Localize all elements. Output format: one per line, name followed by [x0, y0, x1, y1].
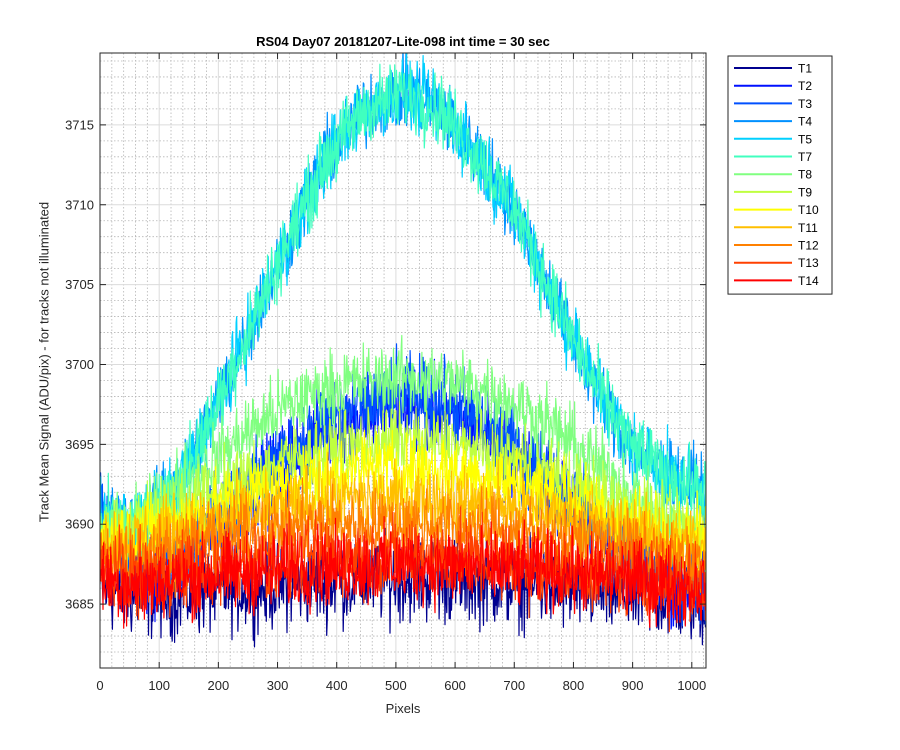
series-line-t14: [100, 516, 706, 629]
axes-box: [99, 52, 707, 669]
chart-title: RS04 Day07 20181207-Lite-098 int time = …: [256, 34, 550, 49]
x-tick-label: 200: [208, 678, 230, 693]
legend-label-t4: T4: [798, 115, 812, 129]
legend-label-t1: T1: [798, 62, 812, 76]
y-tick-label: 3695: [65, 437, 94, 452]
legend-label-t11: T11: [798, 221, 818, 235]
x-tick-label: 1000: [677, 678, 706, 693]
y-tick-label: 3715: [65, 117, 94, 132]
x-tick-label: 0: [96, 678, 103, 693]
y-axis-label: Track Mean Signal (ADU/pix) - for tracks…: [36, 201, 52, 523]
legend-label-t3: T3: [798, 97, 812, 111]
x-tick-label: 600: [444, 678, 466, 693]
legend-label-t13: T13: [798, 256, 819, 270]
legend-label-t10: T10: [798, 203, 819, 217]
y-tick-label: 3710: [65, 197, 94, 212]
legend-label-t8: T8: [798, 168, 812, 182]
x-tick-label: 800: [563, 678, 585, 693]
axes: 0 100 200 300 400 500 600 700 800 900 1000 3685 3690…: [65, 52, 707, 693]
y-tick-label: 3705: [65, 277, 94, 292]
legend-label-t12: T12: [798, 239, 819, 253]
legend[interactable]: T1 T2 T3 T4 T5 T7 T8 T9 T10 T11 T12 T13 T14: [727, 55, 833, 295]
series-line-t7: [100, 63, 706, 568]
series-lines: [100, 53, 706, 648]
y-tick-label: 3690: [65, 517, 94, 532]
legend-label-t5: T5: [798, 132, 812, 146]
x-tick-label: 500: [385, 678, 407, 693]
y-tick-label: 3685: [65, 597, 94, 612]
y-tick-label: 3700: [65, 357, 94, 372]
legend-label-t2: T2: [798, 79, 812, 93]
legend-label-t9: T9: [798, 185, 812, 199]
x-tick-label: 900: [622, 678, 644, 693]
legend-label-t7: T7: [798, 150, 812, 164]
legend-label-t14: T14: [798, 274, 819, 288]
x-tick-label: 400: [326, 678, 348, 693]
x-tick-label: 100: [148, 678, 170, 693]
x-tick-label: 700: [503, 678, 525, 693]
x-tick-label: 300: [267, 678, 289, 693]
x-axis-label: Pixels: [385, 701, 421, 716]
